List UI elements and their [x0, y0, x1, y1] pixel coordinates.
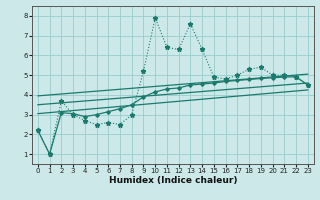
X-axis label: Humidex (Indice chaleur): Humidex (Indice chaleur) [108, 176, 237, 185]
